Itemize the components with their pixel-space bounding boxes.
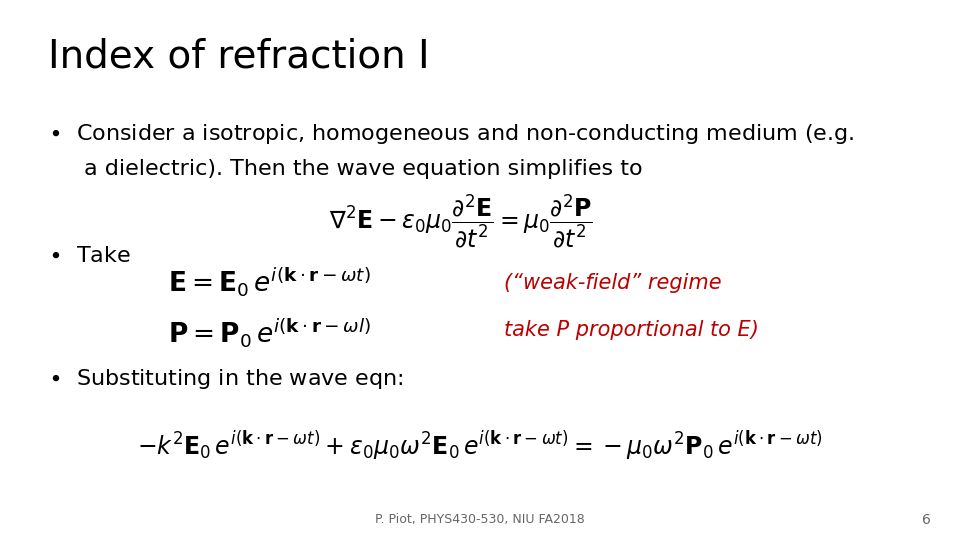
Text: $\nabla^2\mathbf{E} - \epsilon_0\mu_0\dfrac{\partial^2\mathbf{E}}{\partial t^2} : $\nabla^2\mathbf{E} - \epsilon_0\mu_0\df… [329, 192, 592, 249]
Text: Index of refraction I: Index of refraction I [48, 38, 430, 76]
Text: 6: 6 [923, 512, 931, 526]
Text: take P proportional to E): take P proportional to E) [504, 320, 758, 340]
Text: P. Piot, PHYS430-530, NIU FA2018: P. Piot, PHYS430-530, NIU FA2018 [375, 514, 585, 526]
Text: $-k^2\mathbf{E}_0\,e^{i(\mathbf{k}\cdot\mathbf{r}-\omega t)} + \epsilon_0\mu_0\o: $-k^2\mathbf{E}_0\,e^{i(\mathbf{k}\cdot\… [137, 429, 823, 463]
Text: $\bullet$  Take: $\bullet$ Take [48, 246, 131, 266]
Text: $\mathbf{P} = \mathbf{P}_0\,e^{i(\mathbf{k}\cdot\mathbf{r}-\omega l)}$: $\mathbf{P} = \mathbf{P}_0\,e^{i(\mathbf… [168, 316, 372, 349]
Text: $\mathbf{E} = \mathbf{E}_0\,e^{i(\mathbf{k}\cdot\mathbf{r}-\omega t)}$: $\mathbf{E} = \mathbf{E}_0\,e^{i(\mathbf… [168, 265, 371, 298]
Text: $\bullet$  Consider a isotropic, homogeneous and non-conducting medium (e.g.: $\bullet$ Consider a isotropic, homogene… [48, 122, 854, 145]
Text: (“weak-field” regime: (“weak-field” regime [504, 273, 722, 293]
Text: $\bullet$  Substituting in the wave eqn:: $\bullet$ Substituting in the wave eqn: [48, 367, 403, 391]
Text: a dielectric). Then the wave equation simplifies to: a dielectric). Then the wave equation si… [84, 159, 643, 179]
